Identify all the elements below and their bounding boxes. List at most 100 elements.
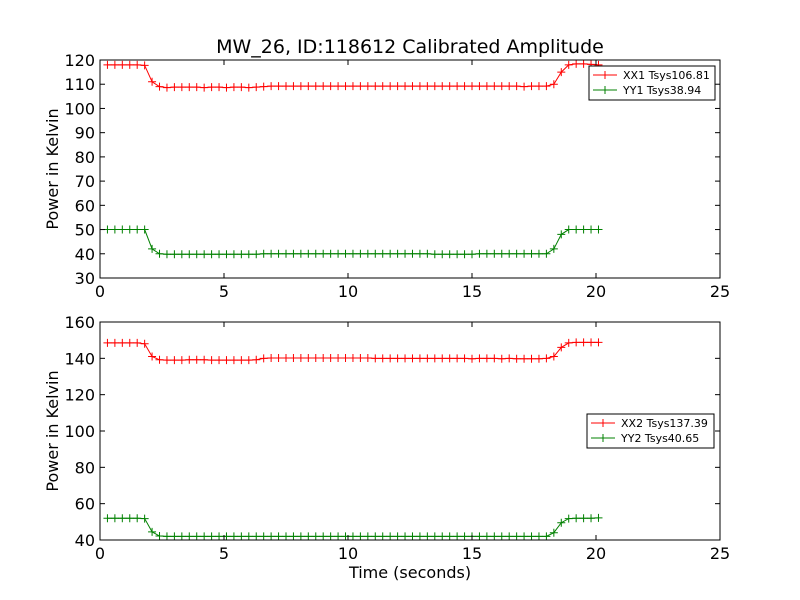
data-point (393, 532, 402, 541)
data-point (497, 354, 506, 363)
y-tick-label: 140 (64, 349, 95, 368)
data-point (170, 532, 179, 541)
data-point (490, 354, 499, 363)
data-point (282, 82, 290, 91)
y-axis-label: Power in Kelvin (43, 108, 62, 229)
data-point (423, 249, 432, 258)
legend-label: YY1 Tsys38.94 (622, 84, 701, 97)
data-point (415, 249, 424, 258)
data-point (542, 354, 551, 363)
data-point (170, 83, 179, 92)
data-point (348, 249, 357, 258)
data-point (133, 338, 142, 347)
data-point (326, 82, 335, 91)
data-point (222, 250, 231, 259)
data-point (341, 82, 350, 91)
data-point (252, 532, 261, 541)
series-1 (103, 59, 603, 92)
series-2 (103, 513, 603, 541)
data-point (125, 514, 134, 523)
data-point (579, 59, 588, 68)
data-point (445, 82, 454, 91)
data-point (252, 83, 261, 92)
data-point (319, 249, 328, 258)
data-point (200, 355, 209, 364)
data-point (572, 59, 581, 68)
data-point (289, 532, 298, 541)
top-plot: 0 5 10 15 20 25 30 40 50 60 70 80 90 100 110 120 Power i… (43, 51, 730, 301)
data-point (378, 82, 387, 91)
data-point (386, 82, 395, 91)
data-point (415, 532, 424, 541)
data-point (282, 532, 290, 541)
data-point (296, 249, 305, 258)
data-point (378, 354, 387, 363)
data-point (289, 249, 298, 258)
data-point (125, 338, 134, 347)
data-point (304, 82, 313, 91)
data-point (587, 225, 596, 234)
data-point (259, 82, 268, 91)
data-point (408, 249, 417, 258)
data-point (423, 82, 432, 91)
data-point (542, 82, 551, 91)
data-point (564, 338, 573, 347)
data-point (207, 356, 216, 365)
data-point (482, 82, 491, 91)
data-point (512, 532, 521, 541)
data-point (185, 532, 194, 541)
y-tick-label: 60 (75, 495, 95, 514)
data-point (118, 338, 127, 347)
data-point (371, 82, 380, 91)
data-point (222, 83, 231, 92)
data-point (497, 249, 506, 258)
data-point (445, 354, 454, 363)
data-point (363, 82, 372, 91)
legend-box (588, 65, 716, 101)
data-point (319, 353, 328, 362)
data-point (162, 250, 171, 259)
data-point (430, 82, 439, 91)
data-point (326, 353, 335, 362)
data-point (520, 249, 529, 258)
data-point (542, 532, 551, 541)
data-point (334, 532, 343, 541)
data-point (177, 356, 186, 365)
data-point (423, 532, 432, 541)
data-point (148, 527, 157, 536)
data-point (557, 68, 566, 77)
data-point (237, 356, 246, 365)
data-point (408, 82, 417, 91)
data-point (162, 83, 171, 92)
data-point (453, 532, 462, 541)
data-point (356, 353, 365, 362)
data-point (587, 338, 596, 347)
y-tick-label: 40 (75, 531, 95, 550)
data-point (244, 532, 253, 541)
data-point (341, 353, 350, 362)
data-point (311, 353, 320, 362)
data-point (192, 83, 201, 92)
data-point (430, 354, 439, 363)
y-tick-label: 40 (75, 245, 95, 264)
y-tick-label: 80 (75, 148, 95, 167)
x-tick-label: 25 (710, 282, 730, 301)
data-point (296, 82, 305, 91)
data-point (304, 532, 313, 541)
legend: XX1 Tsys106.81 YY1 Tsys38.94 (588, 65, 716, 101)
data-point (267, 353, 276, 362)
data-point (200, 532, 209, 541)
data-point (549, 80, 558, 89)
x-axis-label: Time (seconds) (348, 563, 471, 582)
data-point (490, 249, 499, 258)
data-point (564, 60, 573, 69)
y-tick-label: 120 (64, 51, 95, 70)
data-point (579, 225, 588, 234)
data-point (371, 532, 380, 541)
y-tick-label: 120 (64, 386, 95, 405)
data-point (282, 353, 290, 362)
data-point (140, 61, 149, 70)
data-point (356, 532, 365, 541)
data-point (505, 532, 514, 541)
